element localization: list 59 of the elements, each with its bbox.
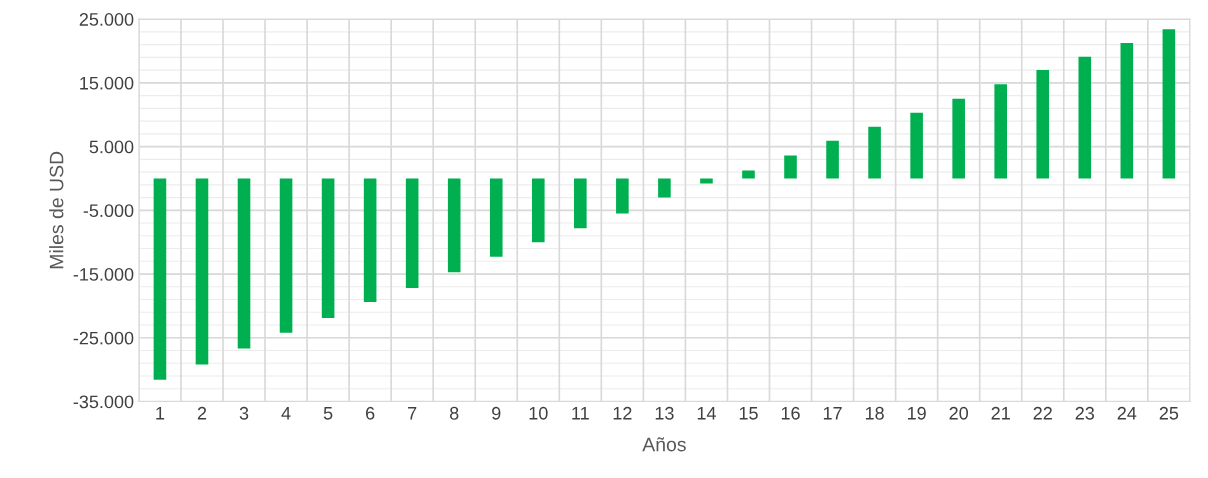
bar bbox=[1120, 43, 1134, 179]
y-tick-label: 5.000 bbox=[89, 140, 134, 154]
x-tick-label: 11 bbox=[572, 407, 589, 420]
x-tick-label: 8 bbox=[449, 406, 459, 420]
bar bbox=[826, 140, 839, 179]
x-tick-label: 22 bbox=[1033, 406, 1052, 420]
y-tick-label: 25.000 bbox=[79, 13, 134, 26]
bar bbox=[952, 98, 965, 179]
bar bbox=[616, 178, 629, 214]
x-tick-label: 18 bbox=[865, 406, 884, 420]
x-axis-title: Años bbox=[642, 437, 686, 452]
x-tick-label: 1 bbox=[156, 407, 165, 420]
x-tick-label: 7 bbox=[408, 407, 417, 420]
bar bbox=[1162, 29, 1176, 179]
bar bbox=[153, 178, 167, 380]
bar bbox=[1036, 70, 1050, 179]
bar bbox=[658, 178, 671, 198]
bar bbox=[279, 178, 293, 333]
bar bbox=[910, 112, 923, 179]
x-tick-label: 12 bbox=[613, 406, 632, 420]
x-tick-label: 6 bbox=[366, 406, 375, 420]
bar bbox=[447, 178, 461, 273]
x-tick-label: 5 bbox=[323, 407, 333, 420]
bar bbox=[405, 178, 419, 289]
x-tick-label: 25 bbox=[1159, 406, 1179, 420]
bar bbox=[237, 178, 251, 349]
x-tick-label: 20 bbox=[949, 406, 969, 420]
bar bbox=[574, 178, 587, 229]
bar bbox=[321, 178, 335, 319]
x-tick-label: 14 bbox=[697, 407, 716, 420]
bar bbox=[531, 178, 545, 243]
x-tick-label: 2 bbox=[197, 406, 207, 420]
bar bbox=[868, 126, 881, 179]
bar bbox=[700, 178, 713, 184]
y-tick-label: -5.000 bbox=[83, 204, 134, 218]
x-tick-label: 10 bbox=[529, 406, 548, 420]
x-tick-label: 13 bbox=[655, 406, 674, 420]
x-tick-label: 15 bbox=[739, 407, 758, 420]
x-tick-label: 21 bbox=[991, 406, 1010, 420]
x-tick-label: 23 bbox=[1075, 406, 1095, 420]
x-tick-label: 3 bbox=[239, 406, 249, 420]
y-tick-label: -25.000 bbox=[73, 331, 134, 345]
bar bbox=[195, 178, 209, 365]
x-tick-label: 16 bbox=[781, 406, 800, 420]
bar bbox=[363, 178, 377, 303]
y-tick-label: -15.000 bbox=[73, 267, 134, 281]
x-tick-label: 24 bbox=[1117, 406, 1137, 420]
bar bbox=[784, 155, 797, 179]
y-tick-label: -35.000 bbox=[73, 395, 134, 409]
bar bbox=[994, 84, 1008, 179]
y-axis-title: Miles de USD bbox=[49, 151, 64, 269]
bar bbox=[1078, 56, 1092, 179]
y-tick-label: 15.000 bbox=[80, 76, 134, 90]
x-tick-label: 4 bbox=[281, 407, 291, 420]
x-tick-label: 19 bbox=[907, 406, 926, 420]
bar bbox=[489, 178, 503, 257]
bar bbox=[742, 170, 755, 179]
x-tick-label: 17 bbox=[823, 407, 842, 420]
x-tick-label: 9 bbox=[492, 406, 501, 420]
